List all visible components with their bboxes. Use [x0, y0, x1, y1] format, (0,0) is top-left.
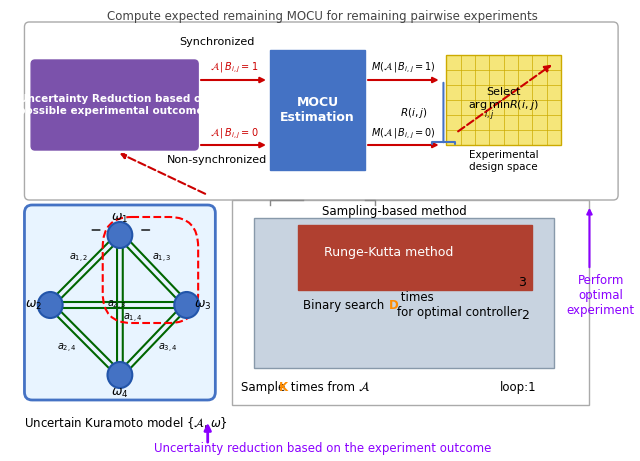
Text: $a_{2,3}$: $a_{2,3}$ — [108, 298, 127, 312]
Text: $\omega_2$: $\omega_2$ — [26, 298, 42, 312]
Circle shape — [108, 222, 132, 248]
FancyBboxPatch shape — [24, 205, 215, 400]
Text: $M(\mathcal{A}\,|\,B_{i,j}=0)$: $M(\mathcal{A}\,|\,B_{i,j}=0)$ — [371, 127, 436, 141]
Text: $\mathcal{A}\,|\,B_{i,j}=0$: $\mathcal{A}\,|\,B_{i,j}=0$ — [210, 127, 259, 141]
Text: Sampling-based method: Sampling-based method — [322, 205, 467, 218]
Text: Runge-Kutta method: Runge-Kutta method — [324, 246, 454, 259]
Bar — [298, 225, 532, 290]
Text: Non-synchronized: Non-synchronized — [167, 155, 268, 165]
Text: D: D — [389, 299, 399, 312]
Bar — [232, 200, 589, 405]
Text: $a_{2,4}$: $a_{2,4}$ — [56, 342, 76, 355]
Text: $\mathcal{A}\,|\,B_{i,j}=1$: $\mathcal{A}\,|\,B_{i,j}=1$ — [211, 60, 259, 75]
Text: $M(\mathcal{A}\,|\,B_{i,j}=1)$: $M(\mathcal{A}\,|\,B_{i,j}=1)$ — [371, 60, 436, 75]
Text: $\omega_3$: $\omega_3$ — [195, 298, 212, 312]
Text: Experimental
design space: Experimental design space — [468, 150, 538, 171]
Text: $R(i,j)$: $R(i,j)$ — [400, 106, 428, 120]
Text: $a_{3,4}$: $a_{3,4}$ — [157, 342, 177, 355]
Text: Uncertain Kuramoto model $\{\mathcal{A},\omega\}$: Uncertain Kuramoto model $\{\mathcal{A},… — [24, 415, 228, 431]
Bar — [253, 218, 554, 368]
Bar — [446, 55, 561, 145]
Text: MOCU
Estimation: MOCU Estimation — [280, 96, 355, 124]
Text: $\mathcal{A}$: $\mathcal{A}$ — [358, 380, 370, 394]
Text: times from: times from — [287, 380, 355, 394]
Circle shape — [174, 292, 199, 318]
Text: Sample: Sample — [241, 380, 289, 394]
Text: Compute expected remaining MOCU for remaining pairwise experiments: Compute expected remaining MOCU for rema… — [107, 10, 538, 23]
Circle shape — [38, 292, 63, 318]
Text: Uncertainty Reduction based on
possible experimental outcomes: Uncertainty Reduction based on possible … — [19, 94, 210, 116]
Text: $a_{1,3}$: $a_{1,3}$ — [152, 251, 172, 265]
Text: times
for optimal controller: times for optimal controller — [397, 291, 522, 319]
Text: Uncertainty reduction based on the experiment outcome: Uncertainty reduction based on the exper… — [154, 442, 491, 455]
Text: $a_{1,2}$: $a_{1,2}$ — [69, 251, 88, 265]
FancyBboxPatch shape — [31, 60, 198, 150]
Text: 2: 2 — [522, 308, 529, 321]
Text: loop:1: loop:1 — [500, 380, 537, 394]
Text: K: K — [279, 380, 289, 394]
Text: $\omega_1$: $\omega_1$ — [111, 212, 129, 225]
Text: Perform
optimal
experiment: Perform optimal experiment — [567, 273, 635, 317]
Text: Select
$\underset{i,j}{\arg\min} R(i,j)$: Select $\underset{i,j}{\arg\min} R(i,j)$ — [468, 87, 539, 123]
Text: Binary search: Binary search — [303, 299, 388, 312]
Text: $\omega_4$: $\omega_4$ — [111, 386, 129, 400]
Text: $a_{1,4}$: $a_{1,4}$ — [124, 312, 143, 325]
Text: Synchronized: Synchronized — [180, 37, 255, 47]
Circle shape — [108, 362, 132, 388]
Bar — [269, 50, 365, 170]
FancyBboxPatch shape — [24, 22, 618, 200]
Text: 3: 3 — [518, 276, 525, 289]
